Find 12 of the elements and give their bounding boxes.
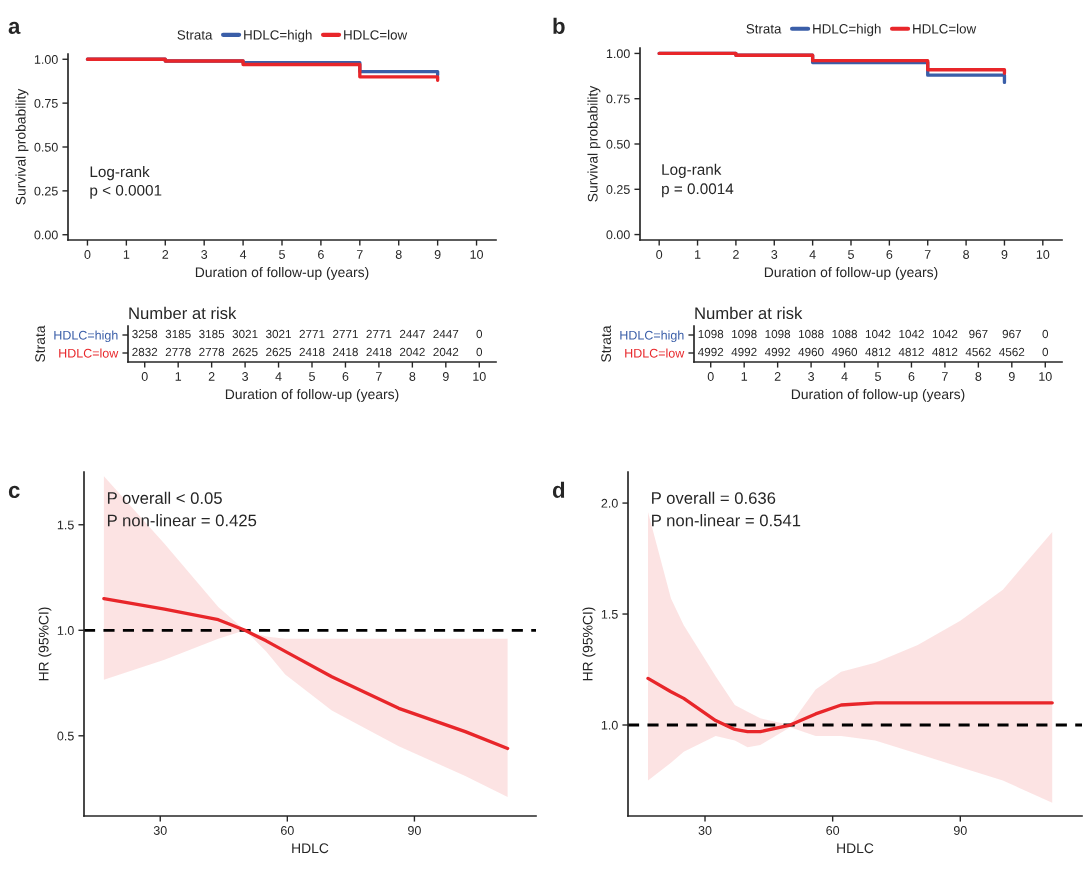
line-series (646, 676, 1054, 734)
line-series (102, 596, 510, 751)
chart-title: b (553, 17, 565, 34)
chart-title: d (552, 481, 565, 498)
chart-title: Number at risk (695, 306, 803, 320)
chart-title: Number at risk (129, 306, 237, 320)
annotation: P overall < 0.05 (107, 491, 222, 504)
annotation: P non-linear = 0.541 (652, 514, 801, 527)
annotation: P non-linear = 0.425 (107, 514, 257, 527)
annotation: P overall = 0.636 (652, 491, 776, 504)
chart-title: a (8, 21, 21, 34)
chart-title: c (8, 485, 20, 498)
